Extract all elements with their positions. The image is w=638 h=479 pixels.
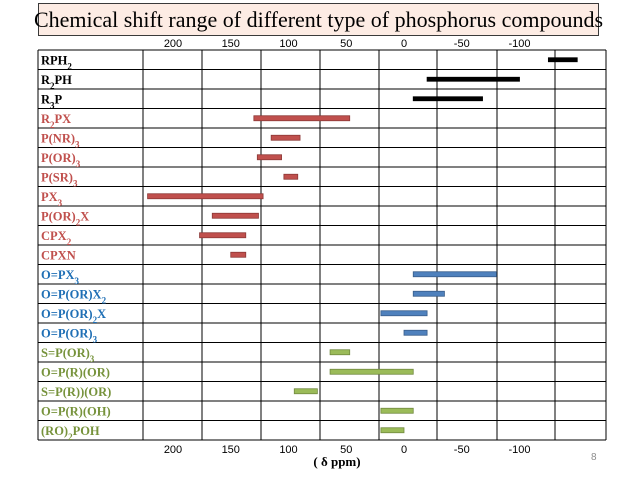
row-label: O=P(OR)2X	[41, 307, 106, 325]
x-tick-label-bottom: 50	[340, 444, 352, 456]
x-axis-label: ( δ ppm)	[313, 454, 360, 469]
chart-title: Chemical shift range of different type o…	[33, 6, 604, 32]
row-label: RPH2	[41, 53, 72, 71]
row-label: (RO)2POH	[41, 424, 100, 442]
row-label: S=P(OR)3	[41, 346, 95, 364]
x-tick-label-top: 50	[340, 38, 352, 50]
row-label: R2PH	[41, 73, 72, 91]
x-tick-label-top: -100	[508, 38, 530, 50]
x-tick-label-bottom: 150	[222, 444, 240, 456]
x-tick-label-top: -50	[454, 38, 470, 50]
range-bar	[211, 212, 259, 219]
range-bar	[380, 407, 414, 414]
row-label: S=P(R))(OR)	[41, 385, 111, 399]
range-bar	[147, 193, 264, 200]
x-tick-label-top: 150	[222, 38, 240, 50]
x-tick-label-bottom: -100	[508, 444, 530, 456]
range-bar	[270, 134, 301, 141]
row-label: O=P(R)(OR)	[41, 365, 110, 379]
row-label: R3P	[41, 92, 63, 110]
row-label: O=P(OR)3	[41, 326, 98, 344]
row-label: P(OR)2X	[41, 209, 89, 227]
range-bar	[329, 368, 414, 375]
row-label: O=P(R)(OH)	[41, 404, 111, 418]
range-bar	[403, 329, 428, 336]
row-label: P(SR)3	[41, 170, 78, 188]
x-tick-label-top: 200	[164, 38, 182, 50]
range-bar	[380, 310, 428, 317]
row-label: P(NR)3	[41, 131, 80, 149]
range-bar	[412, 290, 445, 297]
range-bar	[293, 388, 318, 395]
range-bar	[256, 154, 282, 161]
row-label: O=PX3	[41, 268, 80, 286]
x-tick-label-bottom: 100	[279, 444, 297, 456]
x-tick-label-bottom: -50	[454, 444, 470, 456]
x-tick-label-top: 0	[401, 38, 407, 50]
x-tick-label-top: 100	[279, 38, 297, 50]
range-bar	[199, 232, 247, 239]
range-bar	[426, 76, 520, 82]
row-label: P(OR)3	[41, 151, 81, 169]
page-number: 8	[591, 452, 597, 463]
range-bar	[547, 57, 578, 63]
row-label: R2PX	[41, 112, 71, 130]
range-bar	[230, 251, 247, 258]
row-label: O=P(OR)X2	[41, 287, 107, 305]
title-banner: Chemical shift range of different type o…	[34, 3, 603, 36]
row-label: PX3	[41, 190, 63, 208]
range-bar	[380, 427, 405, 434]
x-tick-label-bottom: 200	[164, 444, 182, 456]
range-bar	[412, 96, 483, 102]
row-label: CPXN	[41, 248, 76, 262]
range-bar	[412, 271, 497, 278]
row-label: CPX2	[41, 229, 72, 247]
range-bar	[283, 173, 299, 180]
range-bar	[329, 349, 351, 356]
x-tick-label-bottom: 0	[401, 444, 407, 456]
range-bar	[253, 115, 351, 122]
